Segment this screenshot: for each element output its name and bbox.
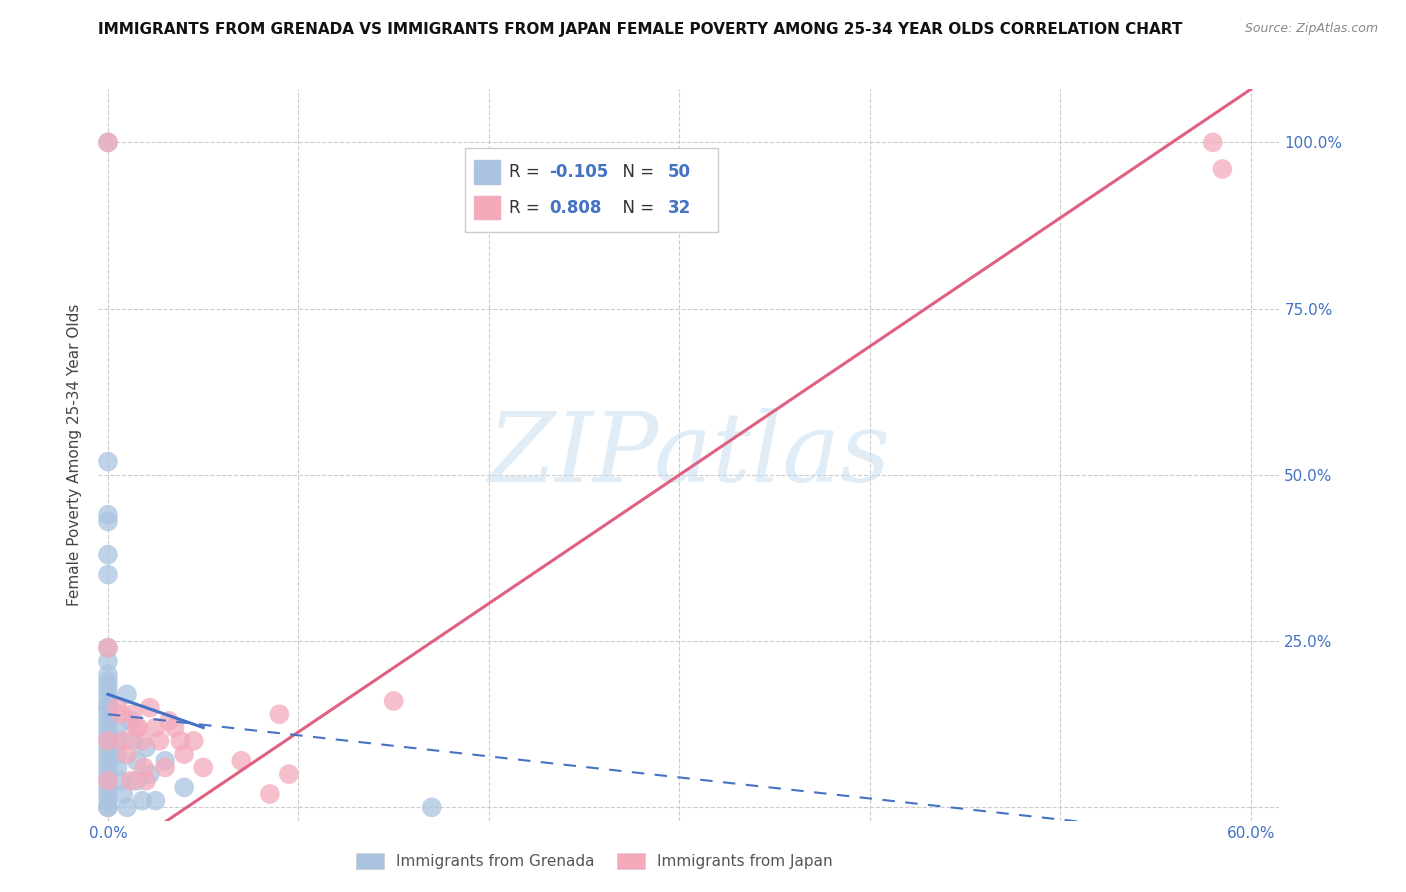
Point [163,721,186,735]
Point [97,740,120,755]
Point [131,794,153,808]
Point [131,734,153,748]
Point [97,760,120,774]
Point [173,780,195,795]
Point [97,567,120,582]
Point [153,760,176,774]
Point [97,687,120,701]
Point [97,515,120,529]
Point [125,773,148,788]
Point [97,673,120,688]
Point [277,767,299,781]
Point [97,747,120,761]
Text: 32: 32 [668,199,690,217]
Point [97,707,120,722]
Point [134,760,156,774]
Point [1211,161,1233,176]
Point [97,767,120,781]
Point [107,721,129,735]
Point [107,700,129,714]
Text: ZIPatlas: ZIPatlas [488,408,890,502]
Point [97,136,120,150]
Point [135,740,157,755]
Text: 50: 50 [668,163,690,181]
Point [110,707,132,722]
Point [97,714,120,728]
Point [97,508,120,522]
Point [97,548,120,562]
Point [97,780,120,795]
Point [173,747,195,761]
Point [110,773,132,788]
Point [97,694,120,708]
Point [97,640,120,655]
Point [97,787,120,801]
Text: IMMIGRANTS FROM GRENADA VS IMMIGRANTS FROM JAPAN FEMALE POVERTY AMONG 25-34 YEAR: IMMIGRANTS FROM GRENADA VS IMMIGRANTS FR… [98,22,1182,37]
Text: Source: ZipAtlas.com: Source: ZipAtlas.com [1244,22,1378,36]
Point [112,787,135,801]
Point [97,800,120,814]
Text: N =: N = [612,163,659,181]
Point [145,721,167,735]
Point [231,754,253,768]
Point [97,454,120,468]
Point [97,727,120,741]
Point [139,700,162,714]
Point [97,654,120,668]
Bar [474,196,501,219]
Point [97,773,120,788]
Point [112,734,135,748]
Point [169,734,191,748]
Point [125,754,148,768]
FancyBboxPatch shape [464,148,718,232]
Point [121,734,143,748]
Point [107,760,129,774]
Point [115,800,138,814]
Text: -0.105: -0.105 [550,163,609,181]
Point [97,773,120,788]
Point [1202,136,1225,150]
Y-axis label: Female Poverty Among 25-34 Year Olds: Female Poverty Among 25-34 Year Olds [67,304,83,606]
Point [97,681,120,695]
Text: N =: N = [612,199,659,217]
Text: 0.808: 0.808 [550,199,602,217]
Point [120,773,142,788]
Point [259,787,281,801]
Point [269,707,291,722]
Point [382,694,405,708]
Point [420,800,443,814]
Point [121,707,143,722]
Point [120,714,142,728]
Point [193,760,215,774]
Point [97,700,120,714]
Legend: Immigrants from Grenada, Immigrants from Japan: Immigrants from Grenada, Immigrants from… [350,847,839,875]
Text: R =: R = [509,199,546,217]
Point [153,754,176,768]
Point [127,721,149,735]
Point [125,721,148,735]
Point [115,747,138,761]
Point [183,734,205,748]
Point [97,700,120,714]
Point [107,747,129,761]
Point [97,721,120,735]
Point [139,767,162,781]
Point [97,734,120,748]
Point [135,773,157,788]
Point [107,734,129,748]
Point [157,714,180,728]
Point [148,734,170,748]
Point [97,794,120,808]
Point [145,794,167,808]
Point [97,734,120,748]
Point [97,800,120,814]
Text: R =: R = [509,163,546,181]
Bar [474,161,501,184]
Point [97,754,120,768]
Point [115,687,138,701]
Point [97,667,120,681]
Point [97,136,120,150]
Point [97,640,120,655]
